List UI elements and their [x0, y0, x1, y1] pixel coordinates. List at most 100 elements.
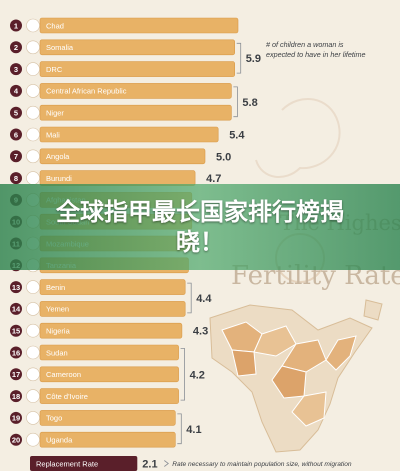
drc-flag	[26, 62, 40, 76]
legend-note-text: # of children a woman is expected to have…	[266, 40, 366, 59]
bar-row: 17 Cameroon	[10, 366, 179, 383]
rank-label: 6	[14, 130, 18, 139]
value-label: 4.2	[190, 369, 205, 381]
chad-flag	[26, 18, 40, 33]
category-label: Yemen	[46, 305, 69, 314]
bar	[39, 279, 186, 295]
rank-label: 13	[12, 283, 20, 292]
bar-row: 18 Côte d'Ivoire	[10, 388, 179, 404]
value-labels: 5.9 5.8 5.4 5.0 4.7 4.4 4.3 4.2 4.1	[177, 42, 261, 445]
value-group: 4.7	[206, 173, 221, 185]
bar	[39, 104, 232, 121]
replacement-bar	[30, 456, 138, 471]
bar-row: 13 Benin	[10, 279, 186, 295]
cameroon-flag	[26, 367, 40, 382]
bar	[39, 366, 179, 383]
category-label: Togo	[46, 414, 62, 423]
value-group: 5.0	[216, 151, 231, 163]
bar-row: 3 DRC	[10, 61, 235, 77]
value-bracket	[177, 413, 182, 445]
togo-flag	[26, 411, 40, 425]
bar	[39, 301, 186, 317]
value-group: 4.4	[187, 282, 212, 314]
category-label: Nigeria	[46, 327, 71, 336]
value-label: 4.3	[193, 326, 208, 338]
category-label: Central African Republic	[46, 87, 127, 96]
bar	[39, 431, 176, 448]
headline-banner: 全球指甲最长国家排行榜揭晓！	[0, 184, 400, 270]
value-bracket	[236, 42, 242, 74]
bar-row: 16 Sudan	[10, 344, 179, 361]
rank-badge	[10, 150, 22, 163]
value-label: 5.8	[242, 97, 257, 109]
category-label: DRC	[46, 65, 63, 74]
benin-flag	[26, 280, 40, 294]
rank-badge	[10, 302, 22, 315]
category-label: Côte d'Ivoire	[46, 392, 88, 401]
central-african-republic-flag	[26, 84, 40, 98]
bar	[39, 61, 235, 77]
bar-row: 5 Niger	[10, 104, 232, 121]
rank-label: 4	[14, 87, 19, 96]
bar-row: 1 Chad	[10, 17, 239, 34]
mali-flag	[26, 127, 40, 142]
bar	[39, 126, 219, 143]
category-label: Uganda	[46, 436, 73, 445]
rank-label: 15	[12, 327, 20, 336]
bar	[39, 410, 176, 426]
legend-note: # of children a woman is expected to have…	[266, 40, 366, 59]
rank-badge	[10, 368, 22, 381]
rank-badge	[10, 281, 22, 294]
rank-badge	[10, 41, 22, 54]
rank-badge	[10, 106, 22, 119]
yemen-flag	[26, 302, 40, 316]
cote-divoire-flag	[26, 389, 40, 403]
value-label: 5.9	[246, 53, 261, 65]
burundi-flag	[26, 171, 40, 185]
rank-badge	[10, 172, 22, 185]
replacement-label: Replacement Rate	[36, 459, 98, 468]
angola-flag	[26, 149, 40, 164]
rank-label: 16	[12, 348, 20, 357]
rank-badge	[10, 433, 22, 446]
bar	[39, 344, 179, 361]
nigeria-flag	[26, 323, 40, 338]
replacement-value: 2.1	[142, 459, 157, 471]
bar	[39, 17, 239, 34]
replacement-rate-row: Replacement Rate 2.1 Rate necessary to mai…	[30, 456, 352, 471]
rank-label: 14	[12, 305, 21, 314]
value-label: 5.0	[216, 151, 231, 163]
arrow-icon	[164, 460, 169, 467]
rank-badge	[10, 19, 22, 32]
value-group: 4.3	[193, 326, 208, 338]
category-label: Niger	[46, 109, 64, 118]
bar-row: 15 Nigeria	[10, 322, 183, 339]
rank-label: 20	[12, 436, 20, 445]
bar	[39, 39, 235, 56]
category-label: Chad	[46, 21, 64, 30]
rank-badge	[10, 84, 22, 97]
value-bracket	[187, 282, 192, 314]
rank-badge	[10, 324, 22, 337]
rank-badge	[10, 390, 22, 403]
value-group: 4.2	[180, 348, 205, 401]
value-group: 4.1	[177, 413, 202, 445]
somalia-flag	[26, 40, 40, 55]
value-group: 5.4	[229, 130, 245, 142]
rank-label: 1	[14, 21, 18, 30]
value-label: 4.1	[186, 424, 201, 436]
headline-text: 全球指甲最长国家排行榜揭晓！	[56, 198, 344, 256]
value-bracket	[233, 86, 238, 118]
category-label: Somalia	[46, 43, 74, 52]
rank-label: 17	[12, 370, 20, 379]
rank-label: 7	[14, 152, 18, 161]
bar-row: 14 Yemen	[10, 301, 186, 317]
bar	[39, 148, 206, 165]
value-bracket	[180, 348, 185, 401]
rank-label: 18	[12, 392, 20, 401]
replacement-note: Rate necessary to maintain population si…	[172, 461, 352, 468]
bar-row: 2 Somalia	[10, 39, 235, 56]
value-label: 5.4	[229, 130, 245, 142]
bar	[39, 83, 232, 99]
category-label: Angola	[46, 152, 70, 161]
